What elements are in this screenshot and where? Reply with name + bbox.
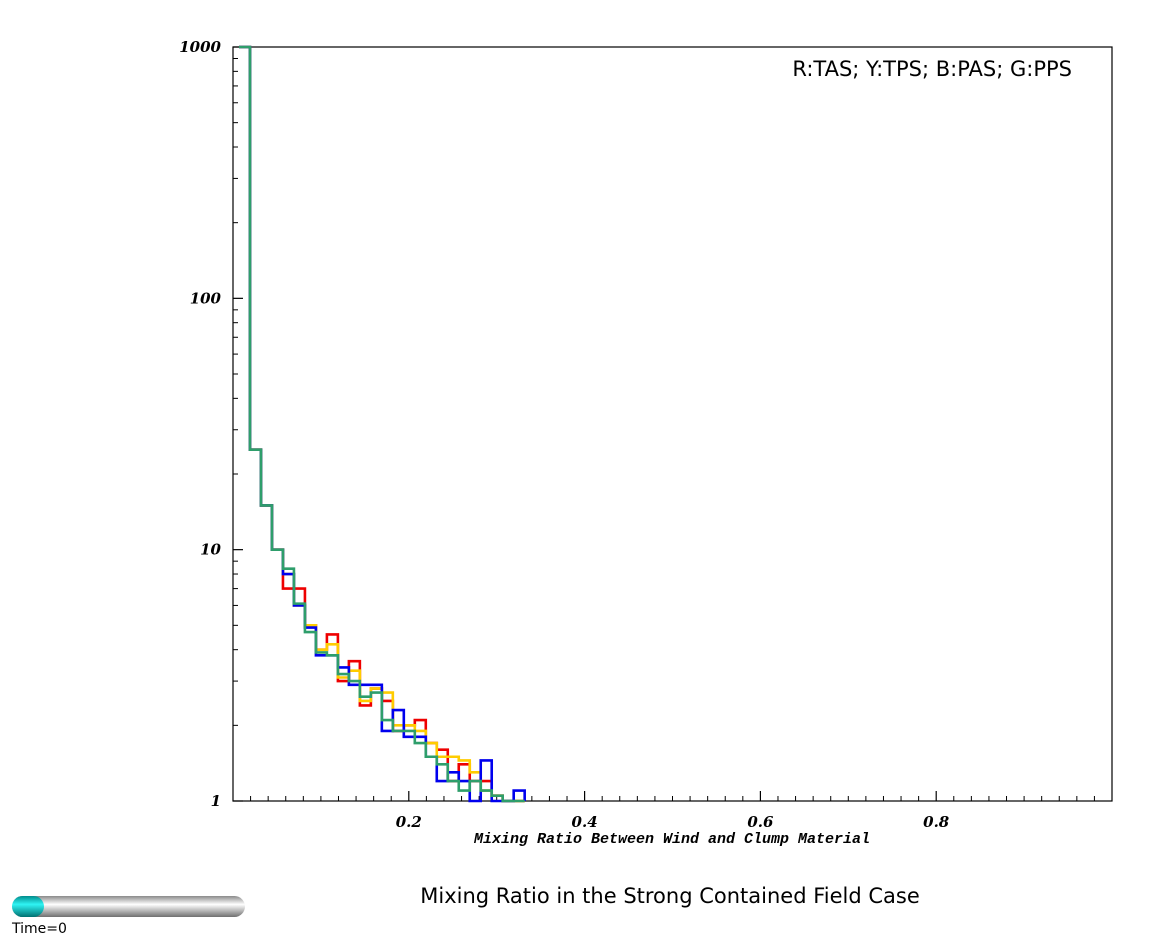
x-axis-ticks: 0.2 0.4 0.6 0.8 [250, 791, 1095, 831]
plot-frame [232, 46, 1113, 802]
chart-title: Mixing Ratio in the Strong Contained Fie… [420, 884, 920, 908]
x-tick-label: 0.2 [396, 813, 422, 831]
y-axis-ticks: 1 10 100 1000 [179, 38, 243, 810]
y-tick-label: 10 [200, 541, 221, 559]
x-tick-label: 0.8 [923, 813, 950, 831]
x-axis-title: Mixing Ratio Between Wind and Clump Mate… [473, 831, 870, 848]
y-tick-label: 1000 [179, 38, 221, 56]
y-tick-label: 1 [211, 792, 221, 810]
series-line-2 [239, 45, 526, 803]
time-slider[interactable] [12, 896, 245, 917]
series-layer [239, 45, 526, 803]
y-tick-label: 100 [190, 289, 222, 307]
time-slider-track[interactable] [12, 896, 245, 917]
x-tick-label: 0.4 [572, 813, 598, 831]
x-tick-label: 0.6 [747, 813, 774, 831]
time-label: Time=0 [11, 921, 67, 937]
legend-text: R:TAS; Y:TPS; B:PAS; G:PPS [792, 57, 1072, 81]
time-slider-knob[interactable] [12, 896, 44, 917]
series-line-3 [239, 45, 525, 803]
